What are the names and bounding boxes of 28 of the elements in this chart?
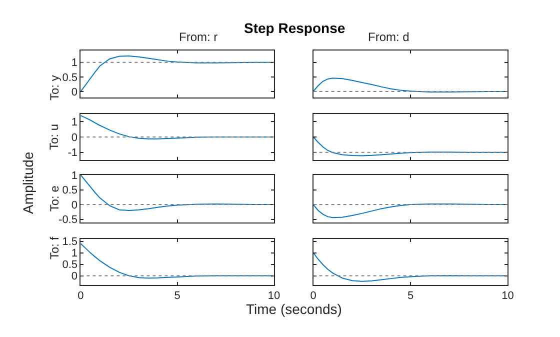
x-tick-label: 5 — [407, 290, 414, 302]
y-tick-label: 0 — [71, 199, 78, 212]
y-tick-label: -0.5 — [58, 214, 78, 226]
y-tick-label: 1 — [71, 116, 78, 129]
x-tick-label: 0 — [310, 290, 316, 302]
y-tick-label: 1 — [71, 248, 78, 260]
chart-title: Step Response — [244, 20, 346, 36]
y-axis-title: To: u — [47, 124, 61, 150]
x-tick-label: 10 — [268, 290, 280, 302]
chart-subtitle: From: d — [368, 30, 410, 44]
x-axis-title: Time (seconds) — [246, 301, 342, 317]
y-axis-title: To: f — [48, 236, 62, 260]
y-axis-title: To: e — [47, 185, 62, 212]
chart-subtitle: From: r — [179, 30, 218, 44]
y-tick-label: 0 — [71, 86, 78, 98]
y-tick-label: 0.5 — [62, 184, 78, 197]
y-tick-label: 0.5 — [62, 72, 78, 84]
y-tick-label: 1 — [71, 57, 78, 70]
y-tick-label: 1 — [71, 170, 78, 182]
x-tick-label: 5 — [174, 290, 180, 302]
y-tick-label: -1 — [68, 147, 78, 160]
x-tick-label: 10 — [502, 290, 514, 302]
y-axis-title: To: y — [48, 75, 62, 100]
y-tick-label: 0 — [71, 270, 78, 283]
y-tick-label: 0.5 — [62, 259, 78, 272]
y-tick-label: 1.5 — [62, 236, 78, 248]
y-tick-label: 0 — [71, 132, 78, 144]
text: Amplitude — [20, 152, 36, 214]
